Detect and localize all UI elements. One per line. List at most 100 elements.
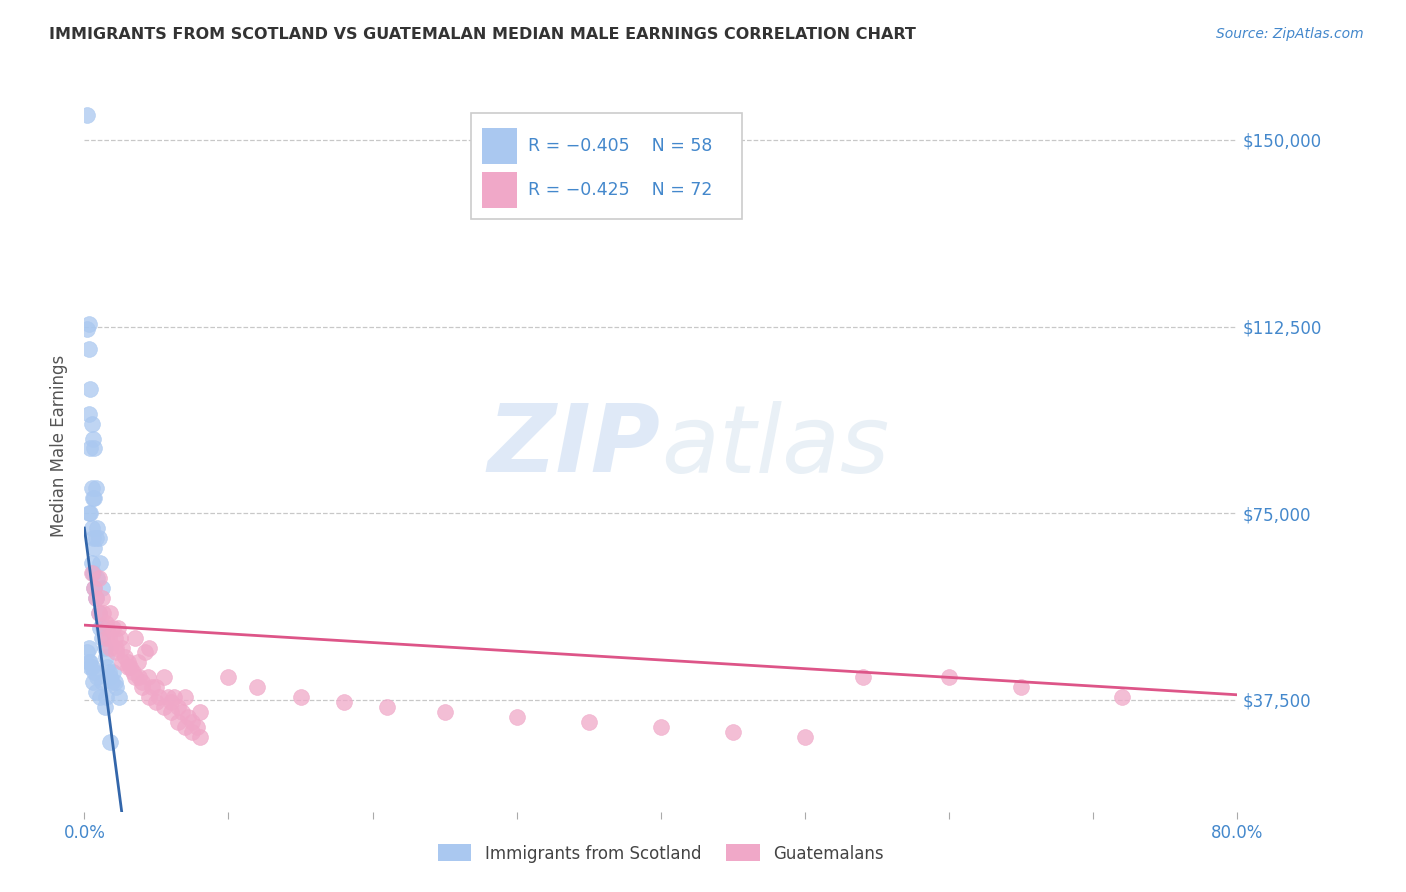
- Point: [82, 566, 104, 580]
- Point: [156, 690, 179, 705]
- Point: [86, 670, 108, 684]
- Point: [852, 670, 875, 684]
- Point: [104, 675, 127, 690]
- Point: [82, 531, 104, 545]
- Point: [97, 631, 120, 645]
- Point: [90, 675, 112, 690]
- Point: [246, 681, 269, 695]
- Point: [84, 591, 107, 605]
- Point: [89, 621, 111, 635]
- Point: [148, 690, 170, 705]
- Point: [127, 656, 149, 670]
- Point: [79, 506, 101, 520]
- Point: [218, 670, 240, 684]
- Point: [79, 382, 101, 396]
- Point: [94, 650, 117, 665]
- FancyBboxPatch shape: [471, 113, 741, 219]
- Point: [83, 665, 105, 680]
- Point: [145, 681, 167, 695]
- Point: [97, 665, 120, 680]
- Point: [938, 670, 960, 684]
- Point: [333, 695, 356, 709]
- Point: [108, 690, 131, 705]
- Point: [84, 685, 107, 699]
- Point: [83, 442, 105, 456]
- Point: [87, 571, 110, 585]
- Point: [107, 621, 129, 635]
- Point: [152, 670, 174, 684]
- Point: [104, 631, 127, 645]
- Point: [90, 631, 112, 645]
- Point: [79, 656, 101, 670]
- Point: [163, 690, 186, 705]
- Point: [80, 481, 103, 495]
- Bar: [482, 171, 517, 209]
- Point: [131, 675, 153, 690]
- Point: [111, 656, 134, 670]
- Point: [84, 481, 107, 495]
- Point: [141, 681, 163, 695]
- Text: ZIP: ZIP: [488, 400, 661, 492]
- Point: [506, 710, 529, 724]
- Point: [578, 715, 600, 730]
- Point: [152, 700, 174, 714]
- Point: [90, 581, 112, 595]
- Point: [94, 690, 117, 705]
- Point: [98, 735, 121, 749]
- Point: [188, 730, 211, 744]
- Point: [80, 521, 103, 535]
- Bar: [482, 128, 517, 164]
- Point: [93, 700, 115, 714]
- Point: [117, 660, 139, 674]
- Y-axis label: Median Male Earnings: Median Male Earnings: [51, 355, 69, 537]
- Point: [84, 531, 107, 545]
- Point: [91, 606, 114, 620]
- Point: [89, 556, 111, 570]
- Point: [114, 650, 136, 665]
- Point: [80, 660, 103, 674]
- Point: [94, 631, 117, 645]
- Point: [1111, 690, 1133, 705]
- Text: atlas: atlas: [661, 401, 889, 491]
- Point: [79, 442, 101, 456]
- Point: [136, 670, 159, 684]
- Point: [77, 342, 100, 356]
- Point: [110, 631, 132, 645]
- Point: [83, 581, 105, 595]
- Point: [98, 606, 121, 620]
- Point: [117, 656, 139, 670]
- Point: [76, 108, 98, 122]
- Point: [86, 521, 108, 535]
- Point: [83, 541, 105, 555]
- Point: [105, 681, 128, 695]
- Point: [87, 606, 110, 620]
- Point: [82, 675, 104, 690]
- Point: [83, 491, 105, 506]
- Point: [167, 700, 190, 714]
- Point: [128, 670, 150, 684]
- Point: [89, 690, 111, 705]
- Point: [96, 621, 118, 635]
- Point: [90, 591, 112, 605]
- Text: IMMIGRANTS FROM SCOTLAND VS GUATEMALAN MEDIAN MALE EARNINGS CORRELATION CHART: IMMIGRANTS FROM SCOTLAND VS GUATEMALAN M…: [49, 27, 917, 42]
- Point: [103, 621, 124, 635]
- Point: [181, 725, 204, 739]
- Point: [174, 690, 197, 705]
- Point: [77, 656, 100, 670]
- Text: Source: ZipAtlas.com: Source: ZipAtlas.com: [1216, 27, 1364, 41]
- Point: [82, 491, 104, 506]
- Point: [87, 531, 110, 545]
- Point: [181, 715, 204, 730]
- Point: [80, 556, 103, 570]
- Point: [433, 705, 456, 719]
- Point: [111, 640, 134, 655]
- Point: [100, 675, 122, 690]
- Point: [77, 407, 100, 421]
- Point: [124, 631, 146, 645]
- Point: [1010, 681, 1032, 695]
- Point: [98, 670, 121, 684]
- Point: [167, 715, 190, 730]
- Point: [375, 700, 398, 714]
- Point: [98, 640, 121, 655]
- Point: [76, 645, 98, 659]
